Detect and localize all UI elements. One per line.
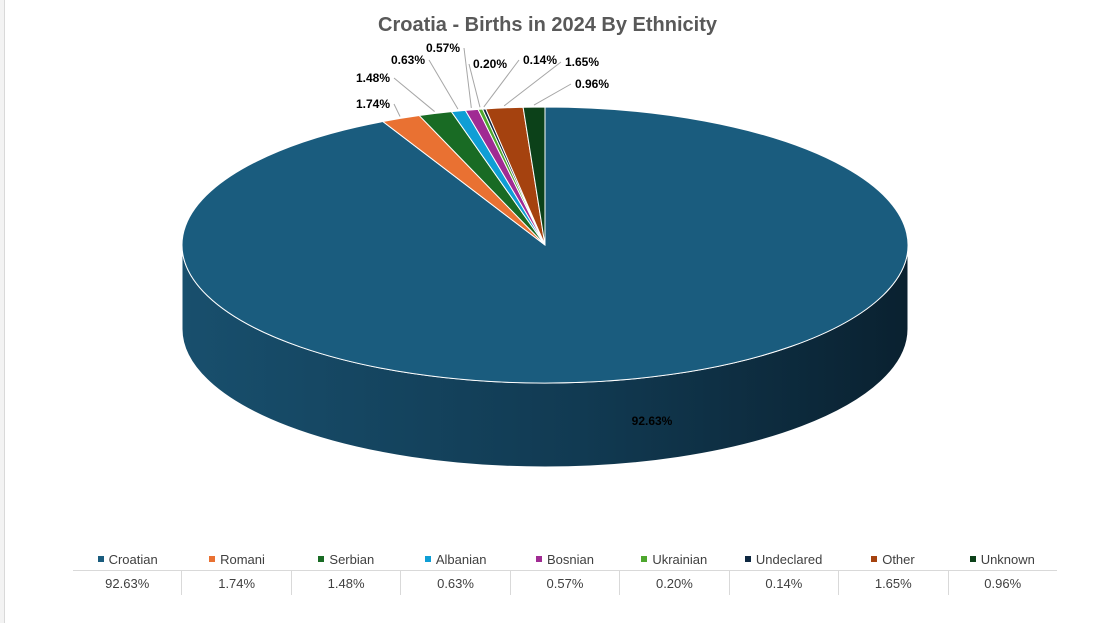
leader-line-undeclared (483, 59, 520, 108)
leader-line-unknown (533, 83, 572, 106)
chart-title: Croatia - Births in 2024 By Ethnicity (378, 14, 717, 36)
legend-swatch (535, 556, 542, 562)
data-label-romani: 1.74% (356, 97, 390, 111)
legend-swatch (744, 556, 751, 562)
data-label-croatian: 92.63% (632, 414, 673, 428)
table-cell-unknown: 0.96% (947, 571, 1057, 595)
legend-swatch (969, 556, 976, 562)
data-label-unknown: 0.96% (575, 77, 609, 91)
data-label-other: 1.65% (565, 55, 599, 69)
legend-label: Bosnian (546, 551, 594, 567)
pie-chart: 92.63% 1.74% 1.48%0.63%0.57% 0.20% 0.14% 1.65… (181, 41, 909, 468)
legend-item-ukrainian: Ukrainian (620, 549, 729, 569)
legend-swatch (641, 556, 648, 562)
legend-label: Unknown (980, 551, 1035, 567)
pie-slice-unknown (522, 106, 546, 246)
data-label-ukrainian: 0.20% (473, 57, 507, 71)
legend-item-undeclared: Undeclared (729, 549, 838, 569)
legend-swatch (424, 556, 431, 562)
leader-line-serbian (393, 77, 435, 112)
table-cell-other: 1.65% (838, 571, 947, 595)
legend-item-serbian: Serbian (292, 549, 401, 569)
legend-item-croatian: Croatian (73, 549, 182, 569)
legend-label: Albanian (435, 551, 487, 567)
legend: Croatian Romani Serbian Albanian Bosnian Ukra… (73, 549, 1057, 569)
legend-label: Undeclared (755, 551, 823, 567)
sheet-row-strip (0, 0, 5, 623)
legend-label: Romani (220, 551, 265, 567)
legend-swatch (318, 556, 325, 562)
legend-swatch (871, 556, 878, 562)
data-label-albanian: 0.63% (391, 53, 425, 67)
legend-item-unknown: Unknown (948, 549, 1057, 569)
data-label-undeclared: 0.14% (523, 53, 557, 67)
table-cell-undeclared: 0.14% (728, 571, 838, 595)
legend-item-other: Other (838, 549, 947, 569)
leader-line-ukrainian (468, 63, 481, 108)
data-table: 92.63% 1.74% 1.48% 0.63% 0.57% 0.20% 0.14% 1.65… (73, 570, 1057, 595)
data-label-serbian: 1.48% (356, 71, 390, 85)
table-cell-bosnian: 0.57% (509, 571, 619, 595)
legend-item-romani: Romani (182, 549, 291, 569)
legend-item-albanian: Albanian (401, 549, 510, 569)
table-cell-croatian: 92.63% (105, 575, 150, 591)
legend-label: Ukrainian (652, 551, 708, 567)
legend-label: Croatian (108, 551, 158, 567)
legend-label: Other (882, 551, 915, 567)
leader-line-bosnian (463, 47, 472, 108)
legend-swatch (209, 556, 216, 562)
legend-item-bosnian: Bosnian (510, 549, 619, 569)
table-cell-albanian: 0.63% (400, 571, 509, 595)
table-cell-ukrainian: 0.20% (619, 571, 728, 595)
legend-label: Serbian (329, 551, 375, 567)
data-label-bosnian: 0.57% (426, 41, 460, 55)
table-cell-serbian: 1.48% (290, 571, 400, 595)
leader-line-other (503, 61, 562, 107)
legend-swatch (97, 556, 104, 562)
leader-line-albanian (428, 59, 459, 110)
table-cell-romani: 1.74% (181, 571, 290, 595)
leader-line-romani (393, 103, 401, 117)
